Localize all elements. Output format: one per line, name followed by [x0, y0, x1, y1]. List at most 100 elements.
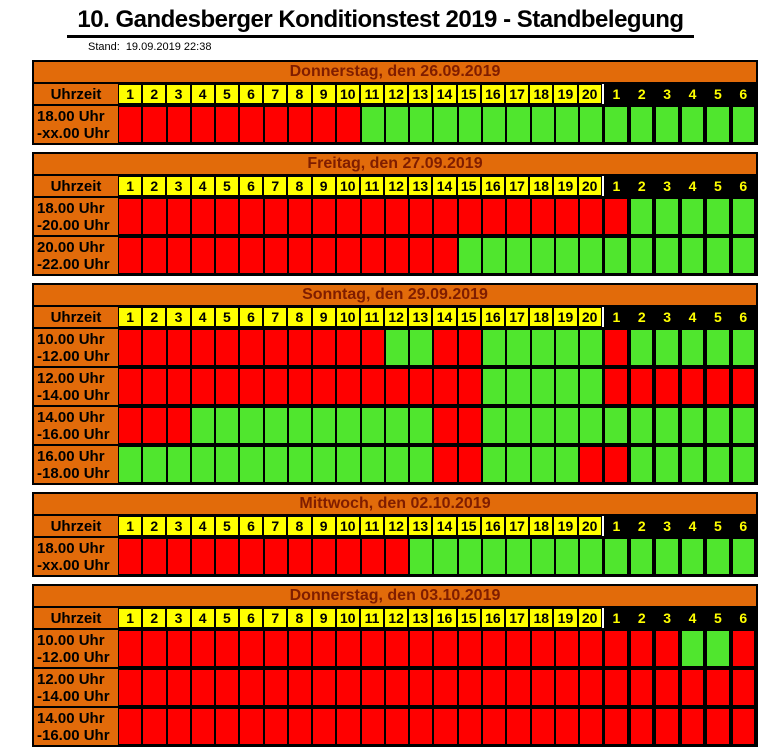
- slot-cell: [361, 539, 384, 574]
- slot-label-line: 18.00 Uhr: [37, 107, 105, 125]
- slot-cell: [385, 408, 409, 443]
- day-number-cell: 14: [433, 308, 456, 326]
- slot-cell: [507, 369, 530, 404]
- day-section: Donnerstag, den 03.10.2019 Uhrzeit 1 2 3 4 5 6 7…: [32, 584, 758, 747]
- slot-cell: [482, 539, 506, 574]
- day-header: Mittwoch, den 02.10.2019: [34, 494, 756, 514]
- slot-label-line: 10.00 Uhr: [37, 330, 105, 348]
- day-number-cell: 7: [264, 85, 287, 103]
- slot-cell: [143, 199, 166, 234]
- day-number-cell: 17: [506, 517, 529, 535]
- slot-label-line: 12.00 Uhr: [37, 670, 105, 688]
- day-slot-cells: [118, 538, 604, 575]
- day-number-cell: 16: [481, 609, 504, 627]
- slot-cell: [580, 330, 603, 365]
- slot-cell: [216, 408, 239, 443]
- night-number-cell: 2: [637, 518, 646, 534]
- slot-label-line: 10.00 Uhr: [37, 631, 105, 649]
- slot-cell: [337, 238, 360, 273]
- day-number-cell: 1: [119, 177, 142, 195]
- slot-cell: [119, 709, 142, 744]
- slot-row: 18.00 Uhr -xx.00 Uhr: [34, 538, 756, 575]
- slot-cell: [313, 709, 336, 744]
- slot-cell: [681, 709, 704, 744]
- day-number-cell: 8: [288, 517, 311, 535]
- slot-label: 12.00 Uhr -14.00 Uhr: [34, 669, 118, 706]
- day-number-cell: 9: [312, 308, 335, 326]
- slot-cell: [167, 107, 190, 142]
- slot-cell: [240, 408, 263, 443]
- slot-cell: [681, 107, 704, 142]
- night-slot-cells: [603, 446, 756, 483]
- day-number-cell: 18: [530, 308, 553, 326]
- slot-cell: [656, 631, 678, 666]
- night-slot-cells: [603, 198, 756, 235]
- day-number-cell: 6: [239, 609, 263, 627]
- slot-cell: [458, 369, 481, 404]
- slot-cell: [580, 408, 603, 443]
- slot-row: 10.00 Uhr -12.00 Uhr: [34, 630, 756, 667]
- slot-label: 20.00 Uhr -22.00 Uhr: [34, 237, 118, 274]
- slot-cell: [361, 330, 384, 365]
- slot-cell: [707, 670, 729, 705]
- night-number-cell: 6: [739, 178, 748, 194]
- slot-cell: [681, 199, 704, 234]
- slot-cell: [507, 447, 530, 482]
- slot-cell: [385, 631, 409, 666]
- slot-cell: [458, 539, 481, 574]
- slot-cell: [555, 447, 579, 482]
- day-number-cell: 9: [312, 609, 335, 627]
- slot-label-line: -xx.00 Uhr: [37, 556, 110, 574]
- day-slot-cells: [118, 669, 604, 706]
- night-number-cell: 5: [714, 178, 722, 194]
- slot-cell: [337, 709, 360, 744]
- day-header: Donnerstag, den 03.10.2019: [34, 586, 756, 606]
- slot-cell: [410, 670, 433, 705]
- slot-cell: [630, 539, 653, 574]
- slot-cell: [434, 539, 457, 574]
- day-number-cell: 15: [457, 308, 480, 326]
- slot-cell: [337, 330, 360, 365]
- slot-cell: [482, 107, 506, 142]
- slot-cell: [288, 238, 312, 273]
- slot-cell: [167, 539, 190, 574]
- slot-label: 10.00 Uhr -12.00 Uhr: [34, 329, 118, 366]
- day-number-cell: 6: [239, 308, 263, 326]
- day-number-cell: 1: [119, 85, 142, 103]
- slot-cell: [313, 408, 336, 443]
- slot-cell: [630, 238, 653, 273]
- stand-value: 19.09.2019 22:38: [125, 41, 212, 53]
- night-number-cell: 6: [739, 610, 748, 626]
- slot-cell: [434, 199, 457, 234]
- slot-cell: [410, 631, 433, 666]
- slot-cell: [385, 447, 409, 482]
- day-section: Mittwoch, den 02.10.2019 Uhrzeit 1 2 3 4 5 6 7 8 9…: [32, 492, 758, 577]
- day-number-cell: 20: [578, 609, 601, 627]
- day-number-cell: 3: [167, 177, 190, 195]
- day-number-cell: 5: [215, 308, 238, 326]
- slot-cell: [143, 447, 166, 482]
- number-row: Uhrzeit 1 2 3 4 5 6 7 8 9 10 11 12 13 16 15 16 17 18 19 20 1 2…: [34, 608, 756, 628]
- slot-cell: [681, 539, 704, 574]
- slot-label: 12.00 Uhr -14.00 Uhr: [34, 368, 118, 405]
- slot-cell: [531, 238, 554, 273]
- day-number-cell: 12: [385, 308, 408, 326]
- night-number-cell: 6: [739, 518, 748, 534]
- slot-cell: [313, 107, 336, 142]
- slot-cell: [531, 539, 554, 574]
- slot-cell: [507, 238, 530, 273]
- slot-cell: [216, 447, 239, 482]
- slot-label-line: 14.00 Uhr: [37, 408, 105, 426]
- slot-cell: [630, 330, 653, 365]
- slot-cell: [630, 369, 653, 404]
- day-header: Donnerstag, den 26.09.2019: [34, 62, 756, 82]
- slot-cell: [681, 369, 704, 404]
- slot-cell: [707, 238, 729, 273]
- slot-cell: [216, 238, 239, 273]
- slot-cell: [732, 670, 754, 705]
- slot-cell: [385, 369, 409, 404]
- night-number-cell: 3: [663, 610, 672, 626]
- slot-cell: [732, 369, 754, 404]
